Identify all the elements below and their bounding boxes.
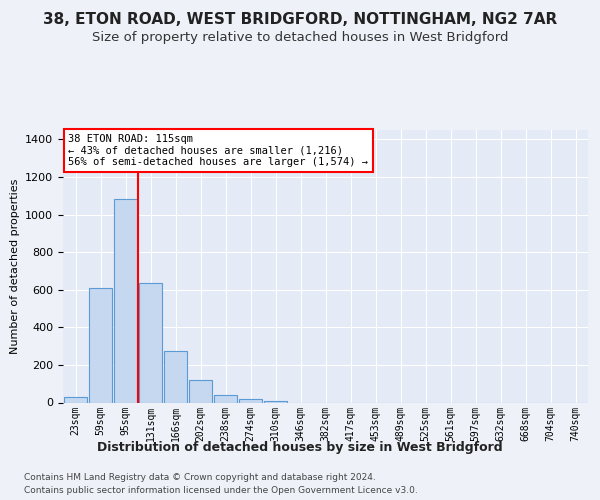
Bar bbox=[139, 283, 163, 403]
Text: 38, ETON ROAD, WEST BRIDGFORD, NOTTINGHAM, NG2 7AR: 38, ETON ROAD, WEST BRIDGFORD, NOTTINGHA… bbox=[43, 12, 557, 28]
Text: 38 ETON ROAD: 115sqm
← 43% of detached houses are smaller (1,216)
56% of semi-de: 38 ETON ROAD: 115sqm ← 43% of detached h… bbox=[68, 134, 368, 168]
Bar bbox=[214, 396, 238, 402]
Bar bbox=[64, 398, 88, 402]
Y-axis label: Number of detached properties: Number of detached properties bbox=[10, 178, 20, 354]
Text: Contains public sector information licensed under the Open Government Licence v3: Contains public sector information licen… bbox=[24, 486, 418, 495]
Bar bbox=[263, 400, 287, 402]
Bar bbox=[239, 398, 262, 402]
Text: Contains HM Land Registry data © Crown copyright and database right 2024.: Contains HM Land Registry data © Crown c… bbox=[24, 472, 376, 482]
Bar bbox=[164, 351, 187, 403]
Bar bbox=[113, 198, 137, 402]
Text: Distribution of detached houses by size in West Bridgford: Distribution of detached houses by size … bbox=[97, 441, 503, 454]
Text: Size of property relative to detached houses in West Bridgford: Size of property relative to detached ho… bbox=[92, 31, 508, 44]
Bar bbox=[188, 380, 212, 402]
Bar bbox=[89, 288, 112, 403]
